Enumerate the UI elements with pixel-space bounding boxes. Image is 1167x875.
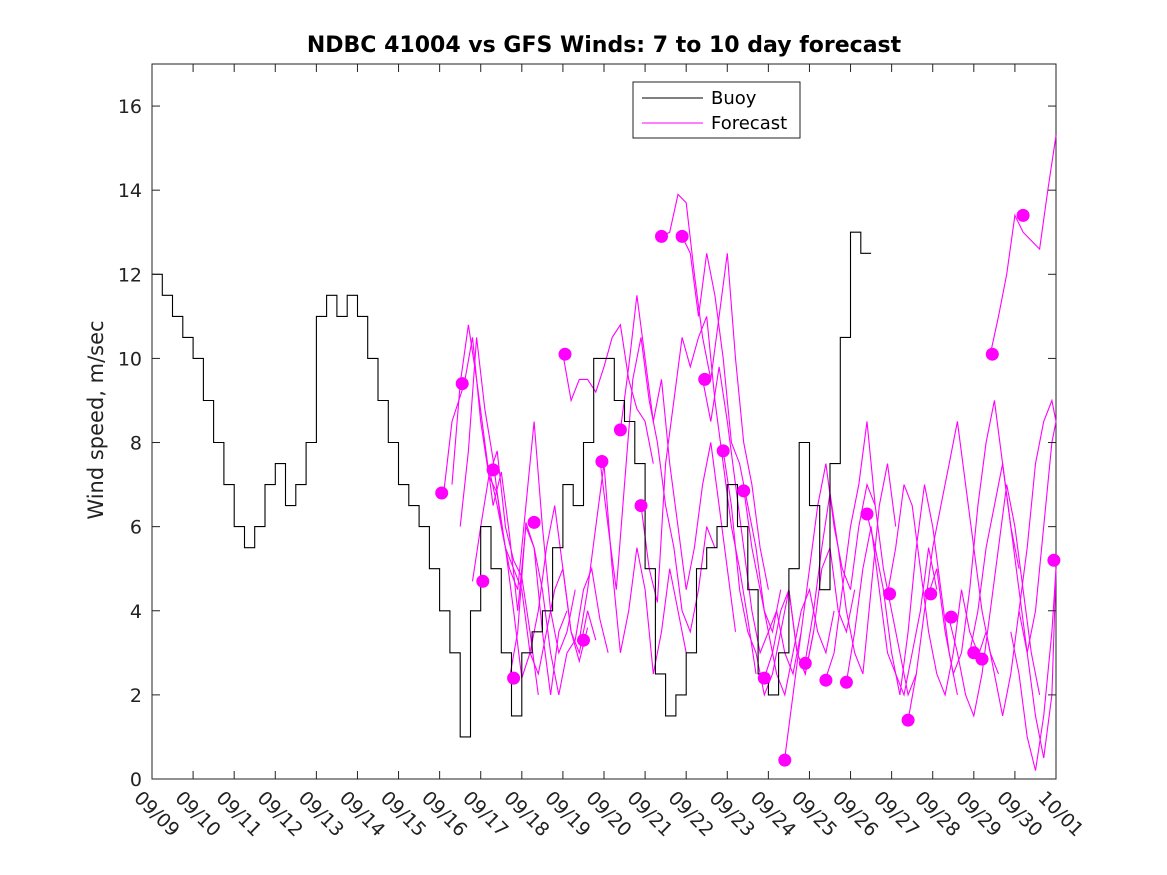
x-tick-label: 09/17 [458,787,512,841]
y-axis: 0 2 4 6 8 10 12 14 16 [118,96,1056,791]
forecast-series-line [578,463,687,675]
x-tick-label: 09/14 [335,787,389,841]
forecast-series-line [804,463,897,675]
y-tick-label: 8 [130,433,142,455]
forecast-marker [1047,553,1061,567]
forecast-series-line [969,421,1057,653]
x-tick-label: 09/21 [623,787,677,841]
x-tick-label: 09/30 [992,787,1046,841]
forecast-marker [778,753,792,767]
x-tick-label: 09/13 [294,787,348,841]
forecast-marker [558,347,572,361]
forecast-marker [634,499,648,513]
forecast-marker [527,515,541,529]
forecast-marker [675,229,689,243]
x-tick-label: 09/09 [129,787,183,841]
forecast-marker [1016,208,1030,222]
chart-title: NDBC 41004 vs GFS Winds: 7 to 10 day for… [307,33,902,58]
forecast-series-line [743,488,835,697]
forecast-marker [595,455,609,468]
forecast-series-line [1010,568,1057,771]
x-tick-label: 09/20 [581,787,635,841]
forecast-series-line [845,526,938,697]
buoy-line-group [152,231,872,738]
forecast-marker [577,633,590,647]
y-tick-label: 4 [130,601,142,623]
forecast-marker [944,610,958,624]
forecast-marker [883,587,897,601]
forecast-marker [839,675,853,689]
legend-box [632,81,801,139]
forecast-series-line [508,522,609,696]
x-tick-label: 09/18 [499,787,553,841]
legend-buoy-label: Buoy [711,88,757,109]
forecast-markers [435,208,1061,767]
y-tick-label: 6 [130,517,142,539]
y-axis-label: Wind speed, m/sec [84,320,108,519]
forecast-series-line [459,337,576,655]
x-tick-label: 09/22 [664,787,718,841]
forecast-series-line [1018,568,1057,759]
forecast-series-line [640,316,757,674]
forecast-series-line [451,324,568,695]
x-tick-label: 09/19 [540,787,594,841]
x-tick-label: 09/15 [376,787,430,841]
forecast-marker [798,656,812,670]
forecast-marker [924,587,938,601]
forecast-marker [435,486,449,500]
x-tick-label: 09/29 [951,787,1005,841]
legend: Buoy Forecast [632,81,801,139]
x-tick-label: 09/12 [253,787,307,841]
forecast-marker [975,652,989,666]
x-tick-label: 09/10 [171,787,225,841]
legend-forecast-label: Forecast [711,113,787,134]
forecast-marker [486,463,500,477]
forecast-marker [737,484,751,498]
forecast-marker [476,574,490,588]
forecast-series-line [866,484,958,696]
x-tick-label: 09/24 [746,787,800,841]
forecast-series-line [886,484,979,697]
x-tick-label: 09/26 [828,787,882,841]
forecast-marker [901,713,915,727]
y-tick-label: 12 [118,264,142,286]
forecast-series-line [907,421,1000,721]
forecast-marker [985,347,999,361]
forecast-marker [757,671,771,685]
axes-box [151,63,1057,780]
forecast-marker [455,377,469,391]
y-tick-label: 0 [130,769,142,791]
y-tick-label: 10 [118,348,142,370]
forecast-series-line [619,295,737,632]
x-tick-label: 09/25 [787,787,841,841]
forecast-marker [507,671,521,685]
x-tick-label: 09/27 [869,787,923,841]
forecast-series-line [948,484,1041,718]
forecast-series-line [661,193,769,590]
y-tick-label: 14 [118,180,142,202]
forecast-series-line [825,421,917,697]
x-tick-label: 09/23 [705,787,759,841]
forecast-series-line [989,135,1057,355]
buoy-series-line [152,231,872,738]
forecast-marker [716,444,730,458]
forecast-marker [819,673,833,687]
x-tick-label: 09/11 [212,787,266,841]
forecast-marker [613,423,627,437]
forecast-series-line [599,337,716,634]
forecast-series-line [562,323,654,464]
x-tick-label: 09/16 [417,787,471,841]
forecast-marker [860,507,874,521]
x-tick-label: 10/01 [1033,787,1087,841]
y-tick-label: 2 [130,685,142,707]
x-tick-label: 09/28 [910,787,964,841]
forecast-marker [698,372,712,386]
forecast-marker [655,229,668,243]
y-tick-label: 16 [118,96,142,118]
forecast-series-line [488,467,597,676]
